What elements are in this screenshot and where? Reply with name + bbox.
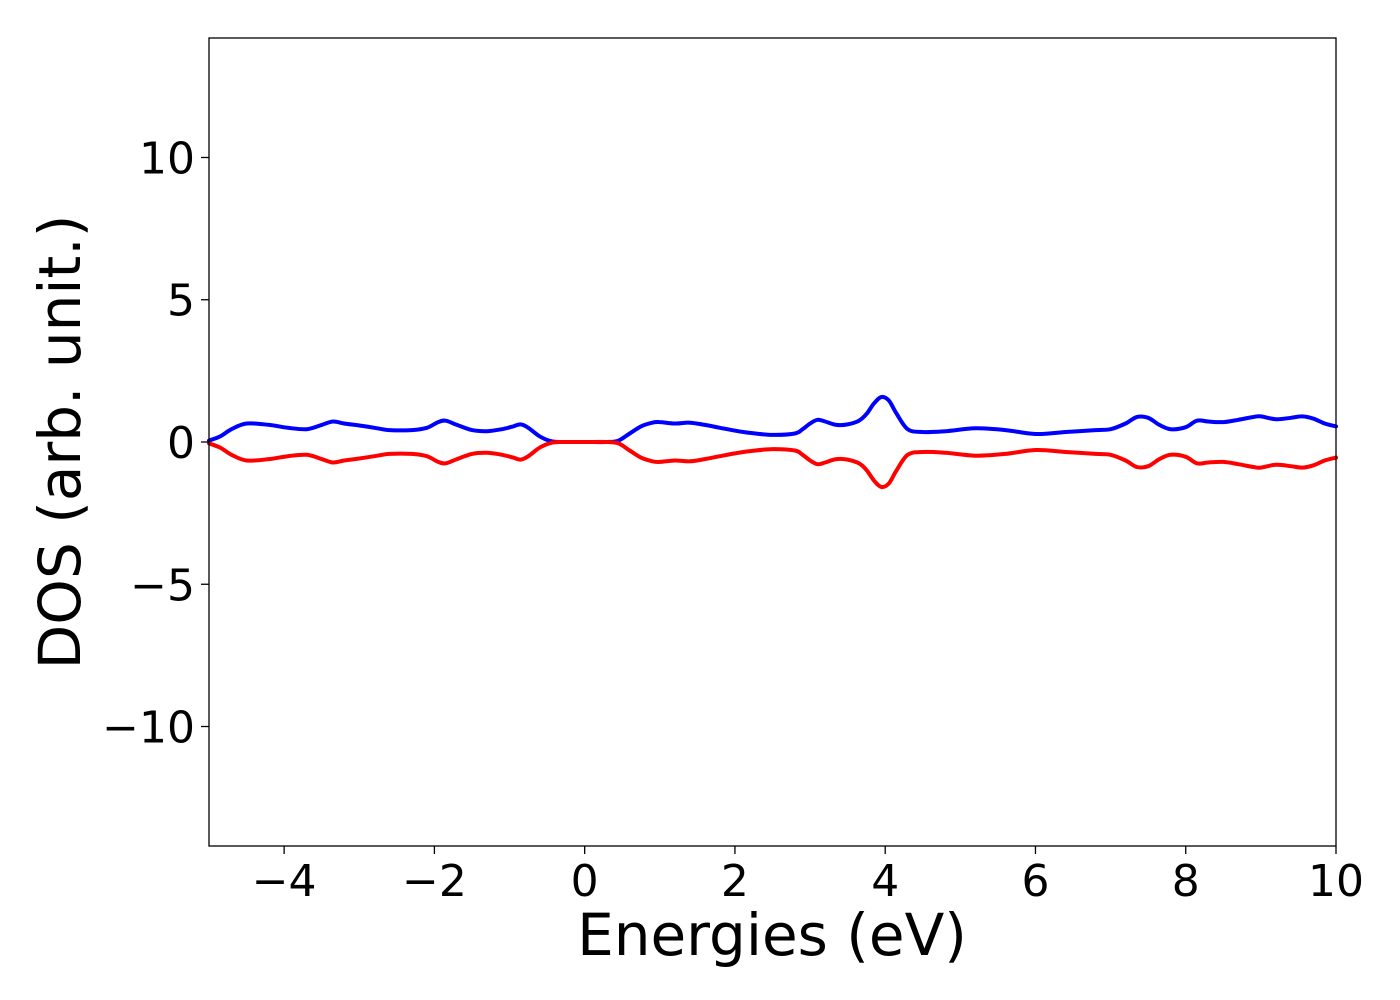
x-tick-label: 6	[1021, 856, 1049, 907]
plot-area-frame	[208, 37, 1337, 847]
y-tick-label: 10	[139, 133, 195, 184]
y-tick-label: −5	[130, 560, 195, 611]
x-tick-label: 2	[721, 856, 749, 907]
y-axis-ticks: −10 −5 0 5 10	[102, 133, 209, 754]
dos-series-line-2	[207, 439, 1338, 490]
y-axis-label: DOS (arb. unit.)	[26, 215, 94, 670]
y-tick-label: −10	[102, 703, 195, 754]
x-tick-label: 10	[1308, 856, 1364, 907]
x-tick-label: −4	[252, 856, 317, 907]
y-tick-label: 5	[167, 276, 195, 327]
y-tick-label: 0	[167, 418, 195, 469]
x-tick-label: 4	[871, 856, 899, 907]
dos-series-line-1	[207, 394, 1338, 445]
x-axis-ticks: −4 −2 0 2 4 6 8 10	[252, 846, 1364, 907]
x-axis-label: Energies (eV)	[577, 901, 967, 969]
x-tick-label: 0	[571, 856, 599, 907]
x-tick-label: −2	[402, 856, 467, 907]
series-layer	[207, 394, 1338, 490]
x-tick-label: 8	[1172, 856, 1200, 907]
